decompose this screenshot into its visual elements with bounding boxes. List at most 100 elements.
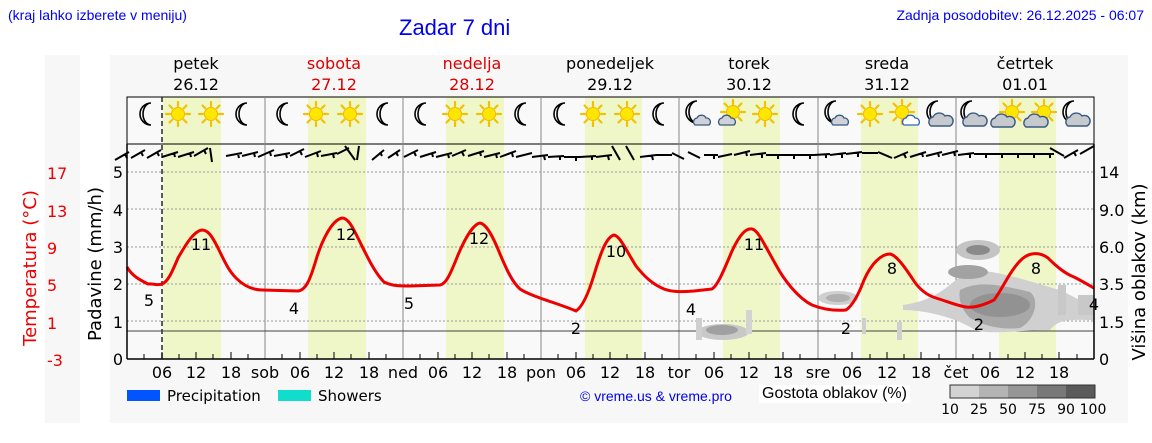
svg-text:4: 4 — [289, 299, 299, 318]
svg-text:2: 2 — [841, 319, 851, 338]
svg-text:06: 06 — [428, 363, 448, 382]
svg-text:12: 12 — [336, 225, 356, 244]
svg-text:5: 5 — [113, 163, 123, 182]
sun-icon — [302, 100, 330, 128]
svg-text:ned: ned — [388, 363, 418, 382]
svg-text:12: 12 — [1015, 363, 1035, 382]
day-date: 28.12 — [449, 75, 495, 94]
svg-text:75: 75 — [1028, 402, 1046, 418]
x-axis-labels: 06 12 18 sob 06 12 18 ned 06 12 18 pon 06 12 18 … — [152, 363, 1069, 382]
svg-text:9.0: 9.0 — [1099, 201, 1124, 220]
svg-text:17: 17 — [47, 164, 67, 183]
sun-icon — [164, 100, 192, 128]
svg-text:2: 2 — [974, 315, 984, 334]
day-headers: petek 26.12 sobota 27.12 nedelja 28.12 p… — [173, 54, 1054, 94]
svg-text:sob: sob — [251, 363, 279, 382]
temperature-line — [125, 216, 1095, 313]
svg-text:3: 3 — [113, 238, 123, 257]
svg-text:25: 25 — [970, 402, 988, 418]
page-title: Zadar 7 dni — [399, 15, 511, 40]
svg-text:12: 12 — [739, 363, 759, 382]
svg-text:12: 12 — [469, 229, 489, 248]
svg-text:06: 06 — [290, 363, 310, 382]
svg-text:50: 50 — [999, 402, 1017, 418]
sun-icon — [856, 100, 884, 128]
svg-text:0: 0 — [113, 350, 123, 369]
svg-text:čet: čet — [944, 363, 969, 382]
svg-text:6.0: 6.0 — [1099, 238, 1124, 257]
svg-text:5: 5 — [404, 294, 414, 313]
day-date: 29.12 — [587, 75, 633, 94]
svg-text:12: 12 — [600, 363, 620, 382]
sun-icon — [579, 100, 607, 128]
precipitation-legend-label: Precipitation — [167, 387, 261, 405]
svg-text:4: 4 — [686, 300, 696, 319]
svg-text:100: 100 — [1080, 402, 1107, 418]
svg-text:sre: sre — [806, 363, 830, 382]
sun-icon — [336, 100, 364, 128]
region-menu-hint[interactable]: (kraj lahko izberete v meniju) — [8, 7, 187, 23]
day-name: sreda — [865, 54, 909, 73]
svg-text:10: 10 — [941, 402, 959, 418]
svg-text:06: 06 — [152, 363, 172, 382]
wind-barbs — [114, 145, 1095, 163]
day-name: torek — [728, 54, 770, 73]
svg-text:12: 12 — [324, 363, 344, 382]
cloud-height-axis: 14 9.0 6.0 3.5 1.5 0 — [1099, 163, 1124, 369]
svg-text:90: 90 — [1057, 402, 1075, 418]
day-date: 01.01 — [1002, 75, 1048, 94]
svg-text:5: 5 — [47, 276, 57, 295]
hour-ticks — [143, 352, 1078, 359]
day-date: 26.12 — [173, 75, 219, 94]
svg-text:5: 5 — [144, 291, 154, 310]
temperature-axis-label: Temperatura (°C) — [20, 190, 41, 347]
svg-text:14: 14 — [1099, 163, 1119, 182]
svg-text:18: 18 — [359, 363, 379, 382]
svg-text:11: 11 — [191, 235, 211, 254]
svg-text:8: 8 — [1031, 259, 1041, 278]
sun-icon — [441, 100, 469, 128]
svg-text:2: 2 — [113, 275, 123, 294]
copyright-link[interactable]: © vreme.us & vreme.pro — [580, 388, 732, 404]
svg-text:18: 18 — [635, 363, 655, 382]
svg-text:18: 18 — [497, 363, 517, 382]
svg-text:11: 11 — [744, 235, 764, 254]
svg-text:18: 18 — [773, 363, 793, 382]
svg-text:1: 1 — [47, 314, 57, 333]
day-date: 30.12 — [726, 75, 772, 94]
svg-text:18: 18 — [221, 363, 241, 382]
svg-text:2: 2 — [571, 319, 581, 338]
svg-text:06: 06 — [842, 363, 862, 382]
cloud-height-axis-label: Višina oblakov (km) — [1129, 183, 1150, 360]
svg-text:4: 4 — [113, 201, 123, 220]
svg-text:18: 18 — [1049, 363, 1069, 382]
svg-text:06: 06 — [566, 363, 586, 382]
day-name: četrtek — [997, 54, 1055, 73]
day-date: 31.12 — [864, 75, 910, 94]
showers-legend-label: Showers — [318, 387, 382, 405]
svg-text:10: 10 — [606, 242, 626, 261]
svg-text:3.5: 3.5 — [1099, 275, 1124, 294]
svg-text:8: 8 — [887, 259, 897, 278]
sun-icon — [613, 100, 641, 128]
cloud-density-title: Gostota oblakov (%) — [759, 385, 910, 403]
day-name: nedelja — [443, 54, 502, 73]
day-name: sobota — [307, 54, 361, 73]
svg-text:0: 0 — [1099, 350, 1109, 369]
sun-icon — [475, 100, 503, 128]
svg-text:12: 12 — [186, 363, 206, 382]
svg-text:12: 12 — [462, 363, 482, 382]
cloud-density-areas — [696, 240, 1094, 340]
svg-text:1.5: 1.5 — [1099, 313, 1124, 332]
temperature-axis-panel — [45, 55, 80, 423]
precipitation-legend-swatch — [127, 390, 160, 401]
svg-text:tor: tor — [668, 363, 691, 382]
svg-text:pon: pon — [526, 363, 556, 382]
showers-legend-swatch — [278, 390, 311, 401]
svg-text:06: 06 — [704, 363, 724, 382]
temperature-axis: 17 13 9 5 1 -3 — [47, 164, 67, 370]
svg-text:06: 06 — [980, 363, 1000, 382]
day-date: 27.12 — [311, 75, 357, 94]
sun-icon — [197, 100, 225, 128]
cloud-density-scale: 10 25 50 75 90 100 — [941, 384, 1107, 418]
